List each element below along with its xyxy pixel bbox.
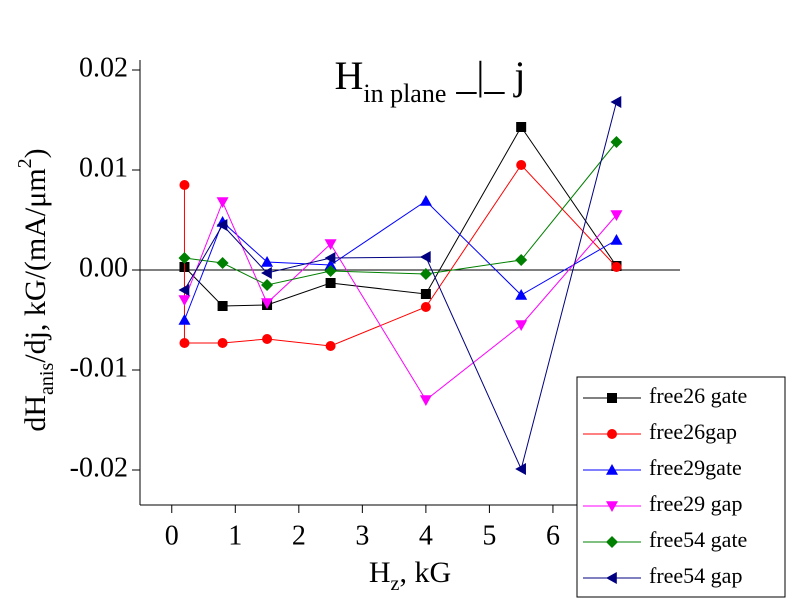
marker [217, 301, 228, 311]
legend-label: free26gap [649, 419, 737, 444]
ylabel-mid: /dj, kG/(mA/μm [19, 168, 52, 362]
marker [610, 234, 623, 245]
marker [178, 295, 191, 306]
marker [325, 341, 336, 351]
y-tick-label: 0.02 [79, 52, 128, 83]
marker [324, 265, 337, 277]
marker [261, 298, 274, 309]
marker [606, 501, 618, 512]
y-tick-label: 0.00 [79, 252, 128, 283]
marker [179, 180, 190, 190]
marker [216, 197, 229, 208]
marker [606, 464, 618, 475]
x-axis-label: Hz, kG [369, 556, 451, 595]
marker [216, 219, 228, 231]
marker [217, 338, 228, 348]
x-tick-label: 3 [355, 520, 369, 551]
marker [178, 252, 191, 264]
x-tick-label: 2 [292, 520, 306, 551]
x-tick-label: 4 [419, 520, 433, 551]
title-main: H [334, 53, 363, 98]
x-tick-label: 5 [482, 520, 496, 551]
marker [515, 254, 528, 266]
marker [607, 429, 617, 439]
y-tick-label: -0.01 [70, 352, 128, 383]
marker [420, 289, 431, 299]
marker [179, 338, 190, 348]
series-line [184, 200, 617, 321]
ylabel-main: dH [19, 395, 52, 432]
marker [515, 463, 526, 475]
marker [607, 393, 617, 403]
marker [516, 122, 527, 132]
marker [419, 395, 432, 406]
marker [606, 536, 618, 548]
marker [216, 257, 229, 269]
marker [419, 268, 432, 280]
legend-label: free29gate [649, 455, 742, 480]
ylabel-sup: 2 [14, 158, 36, 168]
legend-label: free26 gate [649, 383, 747, 408]
x-tick-label: 1 [228, 520, 242, 551]
legend-label: free54 gap [649, 563, 742, 588]
marker [324, 239, 337, 250]
marker [516, 160, 527, 170]
ylabel-end: ) [19, 148, 52, 158]
title-sub: in plane [363, 79, 446, 108]
marker [610, 136, 623, 148]
y-tick-label: -0.02 [70, 452, 128, 483]
xlabel-sub: z [391, 573, 400, 595]
marker [261, 279, 274, 291]
title-rest: _|_ j [446, 53, 525, 98]
ylabel-sub: anis [36, 363, 58, 395]
marker [262, 334, 273, 344]
marker [419, 195, 432, 206]
marker [261, 267, 272, 279]
marker [610, 210, 623, 221]
chart-title: Hin plane _|_ j [334, 53, 525, 108]
legend-box [576, 376, 786, 598]
legend-label: free54 gate [649, 527, 747, 552]
marker [515, 320, 528, 331]
marker [420, 302, 431, 312]
marker [611, 262, 622, 272]
x-tick-label: 6 [546, 520, 560, 551]
series-line [184, 101, 617, 471]
marker [324, 252, 336, 264]
y-tick-label: 0.01 [79, 152, 128, 183]
marker [419, 251, 431, 263]
marker [610, 96, 622, 108]
marker [515, 289, 528, 300]
series-line [183, 164, 617, 347]
legend-label: free29 gap [649, 491, 742, 516]
series-line [184, 200, 617, 401]
xlabel-rest: , kG [399, 556, 451, 589]
xlabel-main: H [369, 556, 391, 589]
marker [606, 572, 617, 584]
marker [178, 284, 190, 296]
y-axis-label: dHanis/dj, kG/(mA/μm2) [14, 148, 58, 431]
marker [178, 314, 191, 325]
marker [325, 278, 336, 288]
x-tick-label: 0 [165, 520, 179, 551]
marker [324, 259, 337, 270]
marker [261, 256, 274, 267]
series-line [184, 126, 617, 307]
